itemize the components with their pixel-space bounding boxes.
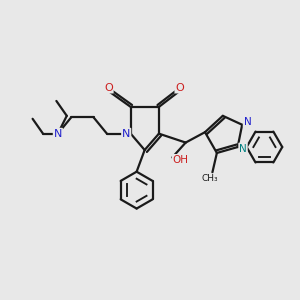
Text: O: O bbox=[104, 82, 113, 93]
Text: OH: OH bbox=[172, 155, 189, 165]
Text: N: N bbox=[54, 129, 62, 139]
Text: N: N bbox=[239, 143, 247, 154]
Text: N: N bbox=[122, 129, 130, 139]
Text: O: O bbox=[175, 82, 184, 93]
Text: N: N bbox=[244, 117, 251, 127]
Text: CH₃: CH₃ bbox=[201, 174, 218, 183]
